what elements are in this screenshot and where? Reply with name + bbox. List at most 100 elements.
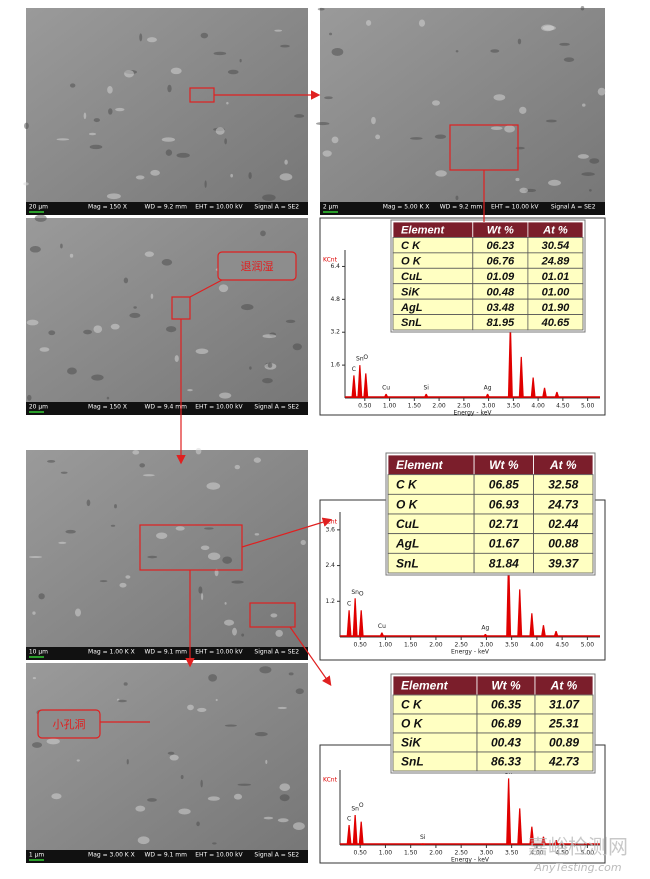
x-tick-label: 0.50 xyxy=(358,403,372,410)
cell-text: 39.37 xyxy=(548,556,579,570)
texture xyxy=(241,633,245,637)
x-tick-label: 1.50 xyxy=(408,403,422,410)
peak-label: Si xyxy=(420,834,426,841)
texture xyxy=(215,127,225,135)
cell-text: 02.44 xyxy=(548,517,578,531)
peak xyxy=(554,391,560,398)
texture xyxy=(38,593,45,600)
cell-text: 86.33 xyxy=(491,755,521,769)
header-text: Wt % xyxy=(487,225,514,237)
texture xyxy=(262,377,273,384)
texture xyxy=(48,330,56,336)
peak xyxy=(542,387,548,398)
texture xyxy=(51,793,62,800)
info-text: WD = 9.2 mm xyxy=(144,204,187,211)
peak-label: Cu xyxy=(382,384,390,391)
y-axis-label: KCnt xyxy=(323,777,338,784)
peak-label: Sn xyxy=(356,356,364,363)
texture xyxy=(83,112,87,120)
peak xyxy=(358,610,364,637)
texture xyxy=(292,343,302,351)
peak-label: Sn xyxy=(351,589,359,596)
element-table: Element Wt % At % C K 06.35 31.07 O K 06.89 25.3… xyxy=(390,673,596,774)
texture xyxy=(232,627,237,636)
x-tick-label: 3.00 xyxy=(480,850,494,857)
element-table: Element Wt % At % C K 06.23 30.54 O K 06.76 24.8… xyxy=(390,219,586,333)
x-axis-label: Energy - keV xyxy=(453,410,492,417)
texture xyxy=(187,389,193,392)
texture xyxy=(197,707,207,712)
texture xyxy=(254,732,268,737)
cell-text: 00.89 xyxy=(549,736,579,750)
texture xyxy=(277,818,289,823)
header-text: At % xyxy=(542,225,568,237)
texture xyxy=(123,682,128,686)
cell-text: O K xyxy=(396,497,419,511)
texture xyxy=(285,319,296,323)
x-axis-label: Energy - keV xyxy=(451,649,490,656)
x-tick-label: 2.00 xyxy=(429,850,443,857)
x-tick-label: 1.00 xyxy=(379,850,393,857)
texture xyxy=(29,245,41,253)
texture xyxy=(248,172,252,180)
texture xyxy=(227,69,239,75)
cell-text: SnL xyxy=(401,317,422,329)
peak xyxy=(506,556,512,637)
texture xyxy=(110,323,120,330)
peak xyxy=(540,836,546,845)
texture xyxy=(144,251,154,257)
arrow xyxy=(189,279,223,298)
peak xyxy=(553,631,559,637)
cell-text: 03.48 xyxy=(486,302,515,314)
info-text: Signal A = SE2 xyxy=(254,404,299,411)
peak-label: O xyxy=(359,802,364,809)
texture xyxy=(60,471,68,474)
micrograph xyxy=(26,663,308,863)
texture xyxy=(115,107,125,112)
info-text: EHT = 10.00 kV xyxy=(195,204,243,211)
texture xyxy=(106,396,110,400)
cell-text: C K xyxy=(401,698,423,712)
texture xyxy=(161,258,173,266)
texture xyxy=(123,277,129,284)
texture xyxy=(215,698,218,702)
header-text: At % xyxy=(549,458,577,472)
peak xyxy=(529,826,535,845)
texture xyxy=(519,187,529,194)
cell-text: 06.85 xyxy=(489,478,519,492)
texture xyxy=(545,119,557,123)
texture xyxy=(174,355,179,362)
info-text: WD = 9.1 mm xyxy=(144,649,187,656)
x-tick-label: 3.00 xyxy=(482,403,496,410)
texture xyxy=(277,706,287,710)
peak xyxy=(346,610,352,637)
x-tick-label: 5.00 xyxy=(581,642,595,649)
x-tick-label: 3.50 xyxy=(507,403,521,410)
texture xyxy=(233,793,243,800)
info-text: Signal A = SE2 xyxy=(254,204,299,211)
texture xyxy=(455,50,459,53)
x-tick-label: 1.50 xyxy=(404,642,418,649)
texture xyxy=(262,194,276,201)
texture xyxy=(230,173,234,178)
cell-text: 01.00 xyxy=(542,286,571,298)
info-text: 20 μm xyxy=(29,204,48,211)
peak xyxy=(529,613,535,637)
texture xyxy=(224,724,238,727)
texture xyxy=(93,325,103,333)
peak xyxy=(517,589,523,637)
peak xyxy=(351,375,357,398)
texture xyxy=(582,103,586,107)
x-tick-label: 1.50 xyxy=(404,850,418,857)
x-tick-label: 4.50 xyxy=(555,642,569,649)
peak-label: O xyxy=(359,591,364,598)
peak xyxy=(346,825,352,845)
texture xyxy=(300,539,306,546)
texture xyxy=(32,611,36,615)
texture xyxy=(165,149,173,156)
cell-text: SiK xyxy=(401,736,422,750)
texture xyxy=(142,474,155,477)
cell-text: 32.58 xyxy=(548,478,578,492)
x-tick-label: 1.00 xyxy=(379,642,393,649)
texture xyxy=(542,25,556,31)
